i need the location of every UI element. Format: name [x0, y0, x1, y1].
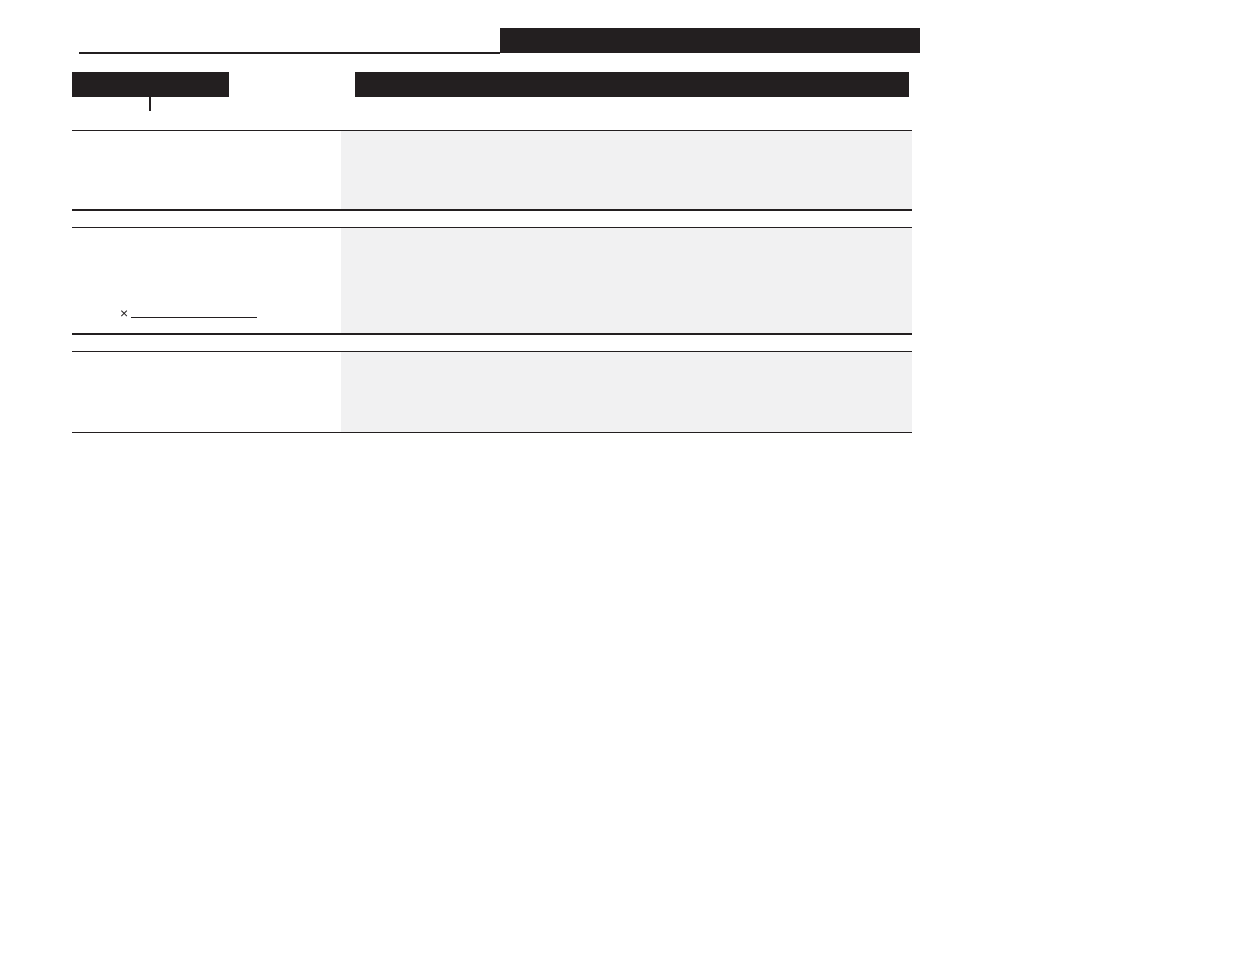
grey-panel-3	[341, 352, 912, 432]
grey-panel-1	[341, 131, 912, 209]
left-black-bar	[72, 72, 229, 97]
top-black-bar	[500, 28, 920, 53]
small-tick	[149, 97, 151, 111]
right-black-bar	[355, 72, 909, 97]
times-icon: ×	[120, 306, 128, 320]
rule-5	[72, 432, 912, 433]
grey-panel-2	[341, 228, 912, 333]
times-underline	[131, 317, 257, 318]
rule-1	[72, 209, 912, 211]
rule-4	[72, 351, 912, 352]
rule-3	[72, 333, 912, 335]
form-page: ×	[0, 0, 1235, 954]
rule-2	[72, 227, 912, 228]
top-rule	[79, 52, 500, 54]
rule-0	[72, 130, 912, 131]
